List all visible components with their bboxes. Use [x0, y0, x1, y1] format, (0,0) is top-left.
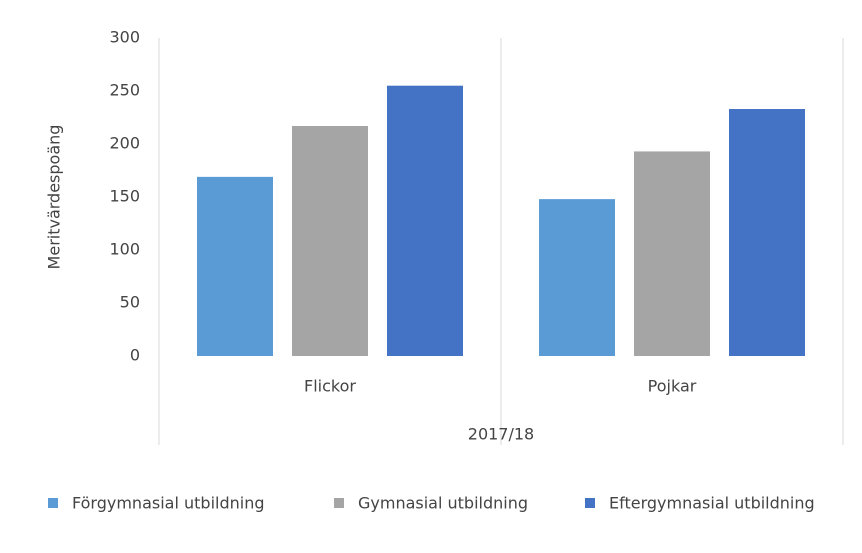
y-tick-label: 200 — [109, 134, 140, 153]
y-tick-label: 300 — [109, 28, 140, 47]
x-tick-label: Flickor — [304, 377, 356, 396]
bar — [292, 125, 368, 356]
bar — [197, 176, 273, 356]
category-group-label: 2017/18 — [468, 425, 534, 444]
y-tick-label: 50 — [120, 293, 140, 312]
y-tick-label: 150 — [109, 187, 140, 206]
bar — [539, 199, 615, 356]
legend-label: Eftergymnasial utbildning — [609, 494, 815, 513]
bar — [729, 109, 805, 357]
y-tick-label: 100 — [109, 240, 140, 259]
y-axis-label: Meritvärdespoäng — [45, 125, 64, 270]
legend-swatch — [48, 498, 58, 508]
legend-swatch — [334, 498, 344, 508]
bar — [387, 85, 463, 356]
y-tick-label: 0 — [130, 346, 140, 365]
legend-swatch — [585, 498, 595, 508]
y-tick-label: 250 — [109, 81, 140, 100]
x-tick-label: Pojkar — [648, 377, 697, 396]
legend-label: Gymnasial utbildning — [358, 494, 528, 513]
bar — [634, 151, 710, 356]
legend-label: Förgymnasial utbildning — [72, 494, 265, 513]
